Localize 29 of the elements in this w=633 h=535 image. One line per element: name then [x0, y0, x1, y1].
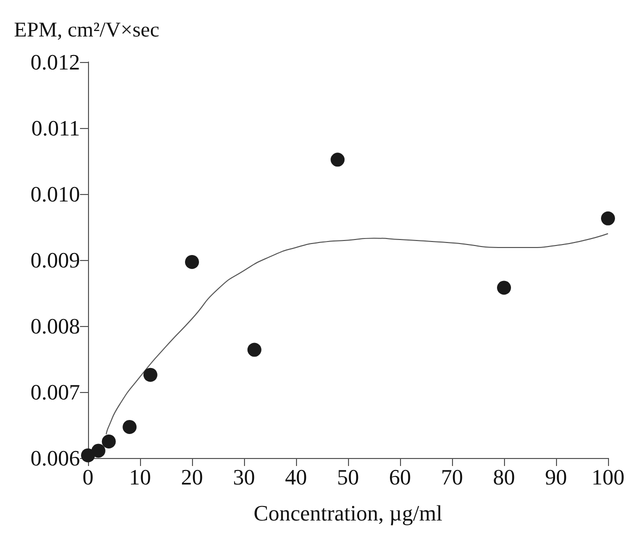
x-tick-label: 30 [233, 464, 255, 490]
x-tick-label: 100 [592, 464, 624, 490]
x-tick-label: 90 [545, 464, 567, 490]
point [497, 280, 511, 295]
point [143, 368, 158, 382]
y-tick-label: 0.006 [30, 446, 80, 470]
x-tick-label: 0 [82, 464, 94, 490]
point [247, 342, 262, 357]
point [122, 420, 137, 434]
y-axis-title: EPM, cm²/V×sec [14, 18, 160, 42]
y-tick-label: 0.008 [30, 314, 80, 338]
x-tick-label: 60 [389, 464, 411, 490]
x-tick-label: 10 [129, 464, 151, 490]
x-tick-label: 80 [493, 464, 515, 490]
point [601, 211, 615, 226]
y-tick-label: 0.007 [30, 380, 80, 404]
point [91, 444, 106, 458]
y-tick-label: 0.012 [30, 50, 80, 74]
x-tick-label: 40 [285, 464, 307, 490]
x-tick-label: 20 [181, 464, 203, 490]
x-tick-label: 70 [441, 464, 463, 490]
x-axis-title: Concentration, µg/ml [254, 500, 442, 526]
y-tick-label: 0.010 [30, 182, 80, 206]
x-tick-label: 50 [337, 464, 359, 490]
point [185, 254, 199, 269]
y-tick-label: 0.009 [30, 248, 80, 272]
point [330, 152, 345, 167]
point [102, 434, 116, 448]
y-tick-label: 0.011 [31, 116, 80, 140]
